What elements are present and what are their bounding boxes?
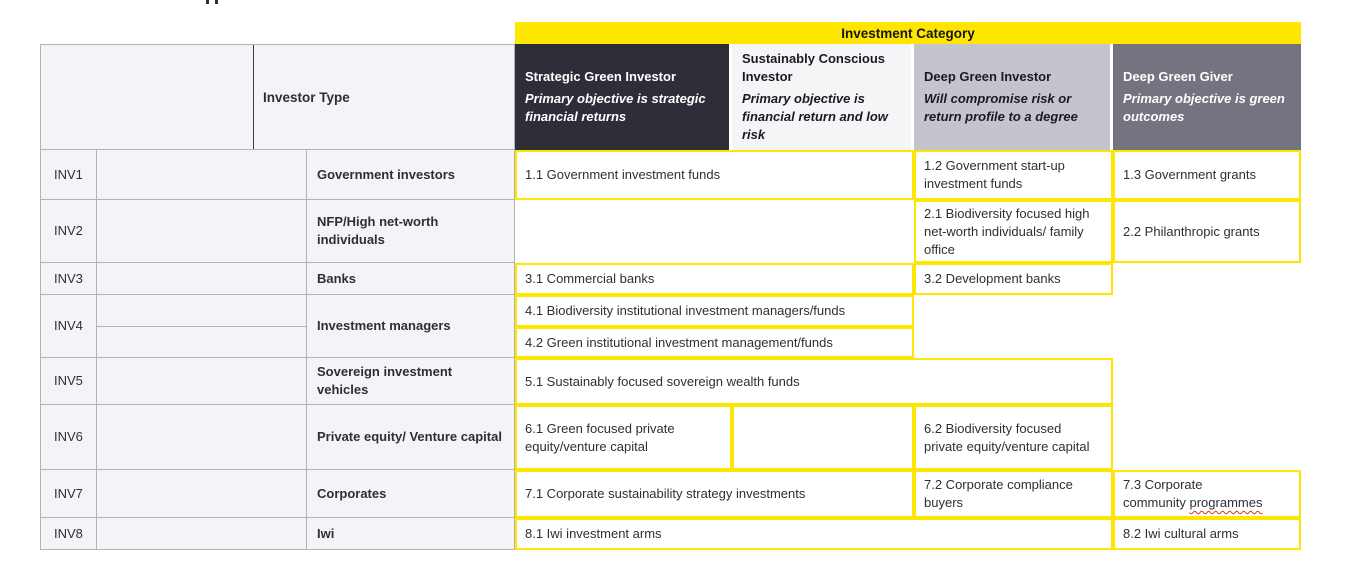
- category-subtitle: Will compromise risk or return profile t…: [924, 91, 1078, 124]
- investor-code-inv4: INV4: [40, 295, 97, 358]
- investor-empty-cell: [97, 150, 307, 200]
- category-title: Deep Green Investor: [924, 69, 1052, 84]
- category-subtitle: Primary objective is strategic financial…: [525, 91, 706, 124]
- investor-empty-cell: [97, 405, 307, 470]
- investor-type-header: Investor Type: [40, 44, 515, 150]
- matrix-cell-7-2: 7.2 Corporate compliance buyers: [914, 470, 1113, 518]
- investor-name-iwi: Iwi: [307, 518, 515, 550]
- category-subtitle: Primary objective is financial return an…: [742, 91, 888, 142]
- matrix-cell-2-1: 2.1 Biodiversity focused high net-worth …: [914, 200, 1113, 263]
- category-title: Strategic Green Investor: [525, 69, 676, 84]
- category-title: Deep Green Giver: [1123, 69, 1233, 84]
- investor-empty-cell: [97, 470, 307, 518]
- investor-code-inv3: INV3: [40, 263, 97, 295]
- investor-code-inv2: INV2: [40, 200, 97, 263]
- matrix-cell-3-2: 3.2 Development banks: [914, 263, 1113, 295]
- investor-matrix-table: Investment Category Strategic Green Inve…: [40, 22, 1301, 550]
- header-divider-line: [253, 45, 254, 149]
- investor-name-government-investors: Government investors: [307, 150, 515, 200]
- investor-empty-cell: [97, 263, 307, 295]
- investor-code-inv7: INV7: [40, 470, 97, 518]
- matrix-cell-4-2: 4.2 Green institutional investment manag…: [515, 327, 914, 358]
- matrix-cell-1-2: 1.2 Government start-up investment funds: [914, 150, 1113, 200]
- investor-empty-cell: [97, 295, 307, 327]
- spellcheck-squiggle-word: programmes: [1189, 495, 1263, 510]
- investor-name-nfp-high-net-worth: NFP/High net-worth individuals: [307, 200, 515, 263]
- clipped-text-fragment: [215, 0, 218, 4]
- investor-name-investment-managers: Investment managers: [307, 295, 515, 358]
- clipped-text-fragment: [206, 0, 209, 4]
- matrix-cell-8-1: 8.1 Iwi investment arms: [515, 518, 1113, 550]
- matrix-cell-1-3: 1.3 Government grants: [1113, 150, 1301, 200]
- matrix-cell-3-1: 3.1 Commercial banks: [515, 263, 914, 295]
- matrix-cell-5-1: 5.1 Sustainably focused sovereign wealth…: [515, 358, 1113, 405]
- investor-code-inv5: INV5: [40, 358, 97, 405]
- category-header-deep-green-investor: Deep Green Investor Will compromise risk…: [914, 44, 1113, 150]
- category-header-sustainably-conscious-investor: Sustainably Conscious Investor Primary o…: [732, 44, 914, 150]
- matrix-cell-6-2: 6.2 Biodiversity focused private equity/…: [914, 405, 1113, 470]
- matrix-cell-6-1: 6.1 Green focused private equity/venture…: [515, 405, 732, 470]
- investor-empty-cell: [97, 327, 307, 358]
- category-subtitle: Primary objective is green outcomes: [1123, 91, 1285, 124]
- investor-code-inv6: INV6: [40, 405, 97, 470]
- matrix-cell-8-2: 8.2 Iwi cultural arms: [1113, 518, 1301, 550]
- investor-empty-cell: [97, 358, 307, 405]
- investor-name-private-equity-venture-capital: Private equity/ Venture capital: [307, 405, 515, 470]
- investor-empty-cell: [97, 518, 307, 550]
- matrix-cell-6-empty: [732, 405, 914, 470]
- investor-empty-cell: [97, 200, 307, 263]
- investor-name-banks: Banks: [307, 263, 515, 295]
- investor-code-inv8: INV8: [40, 518, 97, 550]
- investor-name-sovereign-investment-vehicles: Sovereign investment vehicles: [307, 358, 515, 405]
- matrix-cell-4-1: 4.1 Biodiversity institutional investmen…: [515, 295, 914, 327]
- investment-category-banner: Investment Category: [515, 22, 1301, 44]
- cell-text-prefix: 7.3 Corporate community: [1123, 477, 1203, 510]
- investor-type-label: Investor Type: [263, 89, 350, 105]
- matrix-cell-7-1: 7.1 Corporate sustainability strategy in…: [515, 470, 914, 518]
- cell-text: 7.3 Corporate community programmes: [1123, 476, 1263, 512]
- matrix-cell-7-3: 7.3 Corporate community programmes: [1113, 470, 1301, 518]
- matrix-cell-1-1: 1.1 Government investment funds: [515, 150, 914, 200]
- category-title: Sustainably Conscious Investor: [742, 51, 886, 84]
- investor-code-inv1: INV1: [40, 150, 97, 200]
- matrix-cell-2-2: 2.2 Philanthropic grants: [1113, 200, 1301, 263]
- category-header-strategic-green-investor: Strategic Green Investor Primary objecti…: [515, 44, 732, 150]
- investor-name-corporates: Corporates: [307, 470, 515, 518]
- category-header-deep-green-giver: Deep Green Giver Primary objective is gr…: [1113, 44, 1301, 150]
